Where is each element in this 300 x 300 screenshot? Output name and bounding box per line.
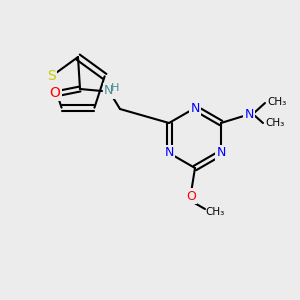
Text: O: O	[50, 86, 60, 100]
Text: N: N	[190, 101, 200, 115]
Text: N: N	[104, 85, 113, 98]
Text: S: S	[47, 69, 56, 83]
Text: N: N	[164, 146, 174, 160]
Text: O: O	[186, 190, 196, 202]
Text: N: N	[216, 146, 226, 160]
Text: CH₃: CH₃	[205, 207, 224, 217]
Text: H: H	[111, 83, 119, 93]
Text: N: N	[244, 109, 254, 122]
Text: CH₃: CH₃	[267, 97, 286, 107]
Text: CH₃: CH₃	[265, 118, 284, 128]
